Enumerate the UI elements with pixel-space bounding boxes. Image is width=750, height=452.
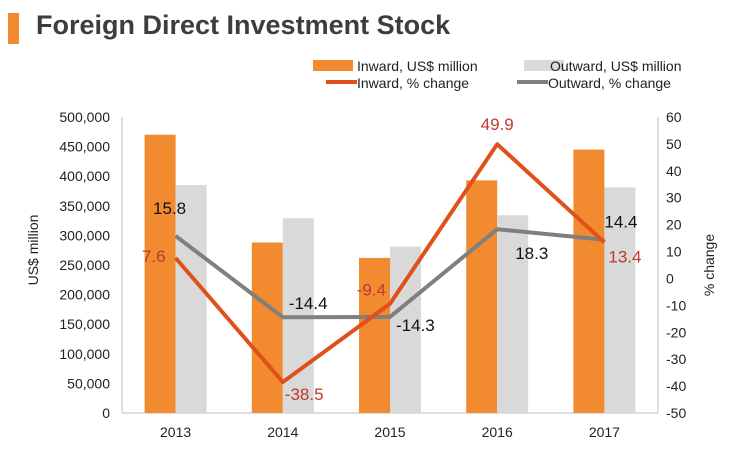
x-tick-label: 2013: [160, 424, 191, 440]
lines: [174, 142, 606, 385]
data-label-outward-pct: -14.3: [396, 316, 435, 335]
x-tick-label: 2015: [374, 424, 405, 440]
data-label-inward-pct: 13.4: [608, 247, 641, 266]
y-left-tick-label: 300,000: [59, 227, 110, 243]
y-axis-right-ticks: -50 -40 -30 -20 -10 0 10 20 30 40 50 60: [666, 109, 686, 421]
y-right-tick-label: -10: [666, 297, 686, 313]
legend-label-outward-line: Outward, % change: [548, 75, 671, 91]
bar-outward: [390, 246, 421, 413]
bar-inward: [251, 242, 283, 413]
data-label-inward-pct: 7.6: [142, 247, 166, 266]
data-label-outward-pct: 14.4: [604, 213, 637, 232]
legend: Inward, US$ million Outward, US$ million…: [313, 58, 682, 91]
y-left-tick-label: 150,000: [59, 316, 110, 332]
bar-outward: [604, 187, 636, 413]
legend-label-inward-line: Inward, % change: [357, 75, 469, 91]
bar-outward: [175, 185, 207, 413]
bar-inward: [573, 149, 605, 413]
y-right-tick-label: 30: [666, 190, 682, 206]
y-left-tick-label: 400,000: [59, 168, 110, 184]
data-label-inward-pct: 49.9: [481, 115, 514, 134]
line-inward-pct: [174, 142, 606, 385]
y-left-tick-label: 450,000: [59, 139, 110, 155]
y-left-tick-label: 500,000: [59, 109, 110, 125]
bar-inward: [359, 257, 390, 413]
y-left-tick-label: 100,000: [59, 346, 110, 362]
data-label-inward-pct: -9.4: [357, 281, 386, 300]
x-tick-label: 2016: [482, 424, 513, 440]
x-tick-label: 2017: [589, 424, 620, 440]
data-label-outward-pct: -14.4: [289, 294, 328, 313]
y-left-tick-label: 350,000: [59, 198, 110, 214]
bar-inward: [466, 180, 498, 413]
y-right-tick-label: 60: [666, 109, 682, 125]
y-left-tick-label: 0: [102, 405, 110, 421]
y-right-tick-label: 10: [666, 244, 682, 260]
y-right-tick-label: -50: [666, 405, 686, 421]
y-left-tick-label: 250,000: [59, 257, 110, 273]
data-labels: 7.6 -38.5 -9.4 49.9 13.4 15.8 -14.4 -14.3 18.3 14…: [142, 115, 642, 404]
x-tick-label: 2014: [267, 424, 298, 440]
bar-outward: [497, 215, 529, 413]
data-label-outward-pct: 15.8: [153, 199, 186, 218]
y-axis-left-ticks: 0 50,000 100,000 150,000 200,000 250,000 300,0…: [59, 109, 110, 421]
y-right-tick-label: 40: [666, 163, 682, 179]
x-axis-ticks: 2013 2014 2015 2016 2017: [160, 424, 620, 440]
legend-swatch-inward-bar: [313, 60, 353, 71]
bar-inward: [144, 134, 176, 413]
y-right-tick-label: -40: [666, 378, 686, 394]
chart-title: Foreign Direct Investment Stock: [36, 10, 451, 40]
y-left-tick-label: 200,000: [59, 287, 110, 303]
y-axis-left-title: US$ million: [25, 215, 41, 286]
y-right-tick-label: 20: [666, 217, 682, 233]
data-label-outward-pct: 18.3: [515, 244, 548, 263]
title-accent-bar: [8, 13, 19, 44]
y-right-tick-label: 0: [666, 270, 674, 286]
y-left-tick-label: 50,000: [67, 375, 110, 391]
y-right-tick-label: -30: [666, 351, 686, 367]
legend-label-outward-bar: Outward, US$ million: [550, 58, 682, 74]
legend-swatch-outward-bar: [524, 60, 564, 71]
y-right-tick-label: 50: [666, 136, 682, 152]
line-outward-pct: [174, 227, 605, 320]
y-axis-right-title: % change: [701, 234, 717, 296]
data-label-inward-pct: -38.5: [285, 385, 324, 404]
y-right-tick-label: -20: [666, 324, 686, 340]
bars: [144, 134, 636, 413]
legend-label-inward-bar: Inward, US$ million: [357, 58, 478, 74]
